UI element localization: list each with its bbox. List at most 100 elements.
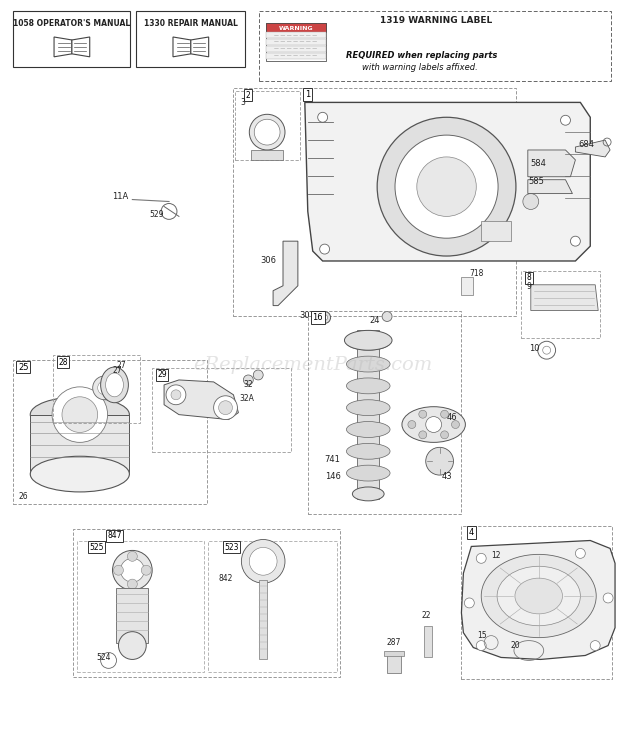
Circle shape: [317, 112, 327, 122]
Bar: [266, 53, 326, 59]
Circle shape: [118, 632, 146, 659]
Text: 43: 43: [441, 472, 452, 481]
Bar: [14, 360, 206, 504]
Ellipse shape: [347, 443, 390, 459]
Text: 306: 306: [260, 257, 276, 266]
Circle shape: [171, 390, 181, 400]
Text: 525: 525: [89, 543, 104, 552]
Text: 15: 15: [477, 631, 487, 640]
Polygon shape: [575, 140, 610, 157]
Circle shape: [382, 312, 392, 321]
Text: 4: 4: [469, 528, 474, 537]
Circle shape: [560, 115, 570, 125]
Polygon shape: [531, 285, 598, 310]
Text: — — — — — — —: — — — — — — —: [274, 33, 317, 37]
Bar: [136, 11, 246, 67]
Circle shape: [426, 417, 441, 432]
Circle shape: [441, 410, 448, 418]
Text: 146: 146: [325, 472, 340, 481]
Circle shape: [322, 315, 327, 321]
Ellipse shape: [347, 422, 390, 437]
Circle shape: [575, 548, 585, 558]
Circle shape: [451, 420, 459, 429]
Text: 11A: 11A: [112, 192, 129, 201]
Polygon shape: [173, 37, 191, 57]
Bar: [259, 580, 267, 659]
Bar: [14, 11, 130, 67]
Text: 524: 524: [97, 653, 111, 662]
Text: 2: 2: [246, 91, 250, 100]
Text: 29: 29: [157, 371, 167, 379]
Bar: [266, 23, 326, 32]
Circle shape: [441, 431, 448, 439]
Circle shape: [249, 115, 285, 150]
Text: 1058 OPERATOR'S MANUAL: 1058 OPERATOR'S MANUAL: [13, 19, 131, 28]
Polygon shape: [54, 37, 72, 57]
Polygon shape: [72, 37, 90, 57]
Text: 20: 20: [511, 641, 521, 650]
Bar: [117, 588, 148, 643]
Ellipse shape: [347, 356, 390, 372]
Bar: [30, 414, 130, 474]
Text: eReplacementParts.com: eReplacementParts.com: [193, 356, 432, 373]
Text: 22: 22: [422, 612, 432, 620]
Ellipse shape: [352, 487, 384, 501]
Text: 741: 741: [325, 455, 340, 464]
Circle shape: [120, 558, 144, 582]
Text: 10: 10: [529, 344, 539, 353]
Polygon shape: [191, 37, 209, 57]
Bar: [236, 91, 300, 160]
Bar: [234, 88, 516, 315]
Circle shape: [377, 118, 516, 256]
Circle shape: [219, 401, 232, 414]
Text: 46: 46: [446, 413, 457, 422]
Bar: [266, 32, 326, 38]
Bar: [77, 542, 204, 673]
Bar: [461, 525, 612, 679]
Ellipse shape: [347, 400, 390, 416]
Circle shape: [141, 565, 151, 575]
Polygon shape: [164, 380, 239, 420]
Circle shape: [166, 385, 186, 405]
Bar: [266, 46, 326, 52]
Text: 8: 8: [526, 273, 531, 282]
Ellipse shape: [100, 367, 128, 403]
Circle shape: [52, 387, 108, 443]
Circle shape: [113, 565, 123, 575]
Text: 584: 584: [531, 159, 547, 168]
Circle shape: [417, 157, 476, 217]
Text: 25: 25: [18, 362, 29, 371]
Circle shape: [408, 420, 416, 429]
Circle shape: [476, 641, 486, 650]
Circle shape: [112, 551, 152, 590]
Text: — — — — — — —: — — — — — — —: [274, 46, 317, 51]
Circle shape: [418, 410, 427, 418]
Circle shape: [244, 375, 254, 385]
Circle shape: [127, 551, 137, 561]
Bar: [152, 368, 291, 452]
Text: — — — — — — —: — — — — — — —: [274, 39, 317, 45]
Bar: [387, 653, 401, 673]
Text: 32A: 32A: [239, 394, 254, 403]
Text: 1: 1: [305, 90, 311, 99]
Circle shape: [476, 554, 486, 563]
Circle shape: [395, 135, 498, 238]
Text: 287: 287: [387, 638, 401, 647]
Bar: [521, 271, 600, 339]
Circle shape: [319, 312, 330, 324]
Circle shape: [62, 397, 98, 432]
Bar: [384, 650, 404, 656]
Bar: [308, 310, 461, 514]
Circle shape: [590, 641, 600, 650]
Ellipse shape: [515, 578, 562, 614]
Bar: [357, 330, 379, 499]
Text: 523: 523: [224, 543, 239, 552]
Text: 27: 27: [117, 361, 126, 370]
Circle shape: [254, 370, 263, 380]
Circle shape: [426, 447, 453, 475]
Text: 9: 9: [527, 282, 532, 291]
Circle shape: [127, 579, 137, 589]
Text: — — — — — — —: — — — — — — —: [274, 54, 317, 58]
Text: WARNING: WARNING: [278, 25, 313, 31]
Ellipse shape: [497, 566, 580, 626]
